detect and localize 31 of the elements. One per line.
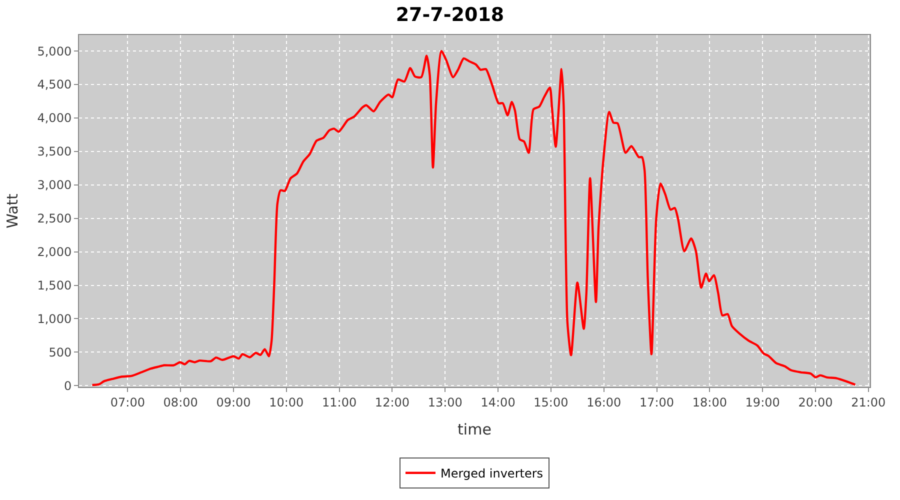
x-tick-label: 11:00 (322, 395, 357, 410)
y-tick-label: 500 (48, 345, 72, 360)
y-tick-label: 1,500 (37, 278, 72, 292)
y-tick-label: 2,000 (37, 245, 72, 260)
x-tick-label: 20:00 (798, 395, 833, 410)
x-tick-label: 08:00 (163, 395, 198, 410)
y-tick-label: 4,000 (37, 111, 72, 126)
x-tick-label: 07:00 (110, 395, 145, 410)
x-tick-label: 19:00 (745, 395, 780, 410)
x-tick-label: 13:00 (428, 395, 462, 410)
x-tick-label: 18:00 (692, 395, 727, 410)
x-tick-label: 16:00 (586, 395, 622, 410)
y-tick-label: 3,000 (37, 178, 72, 192)
line-series (91, 50, 856, 386)
y-tick-label: 3,500 (37, 144, 72, 159)
y-tick-label: 1,000 (37, 312, 72, 326)
legend-label: Merged inverters (440, 466, 544, 481)
x-tick-label: 10:00 (269, 395, 304, 410)
x-axis-title: time (458, 420, 492, 438)
x-tick-label: 09:00 (216, 395, 251, 410)
y-axis-title: Watt (3, 193, 22, 228)
x-tick-label: 15:00 (534, 395, 568, 410)
y-tick-label: 0 (64, 378, 72, 393)
x-tick-label: 21:00 (851, 395, 886, 410)
x-tick-label: 12:00 (374, 395, 410, 410)
x-tick-label: 14:00 (480, 395, 516, 410)
y-tick-label: 2,500 (37, 212, 72, 226)
chart-title: 27-7-2018 (396, 4, 504, 26)
y-tick-label: 4,500 (37, 78, 72, 92)
y-tick-label: 5,000 (37, 44, 72, 58)
x-tick-label: 17:00 (639, 395, 674, 410)
